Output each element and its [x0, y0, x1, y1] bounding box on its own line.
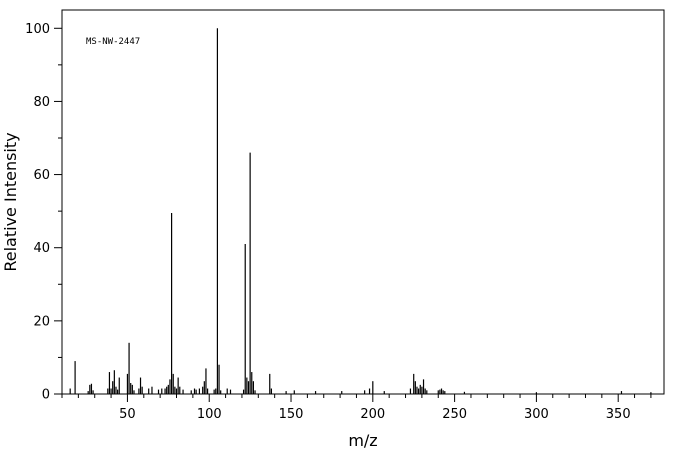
x-tick-label-250: 250: [442, 407, 467, 422]
x-tick-label-50: 50: [119, 407, 136, 422]
x-tick-label-350: 350: [606, 407, 631, 422]
x-axis-ticks: 50 100 150 200 250 300 350: [61, 394, 652, 422]
y-tick-label-80: 80: [33, 95, 50, 110]
plot-frame: [61, 9, 665, 395]
y-tick-label-20: 20: [33, 314, 50, 329]
peak-bars: [69, 28, 652, 394]
x-tick-label-100: 100: [197, 407, 222, 422]
y-axis-title: Relative Intensity: [1, 132, 20, 271]
x-tick-label-150: 150: [279, 407, 304, 422]
x-tick-label-200: 200: [360, 407, 385, 422]
y-tick-label-40: 40: [33, 241, 50, 256]
x-axis-title: m/z: [348, 431, 377, 450]
y-tick-label-60: 60: [33, 168, 50, 183]
y-tick-label-100: 100: [25, 22, 50, 37]
y-tick-label-0: 0: [42, 388, 50, 403]
spectrum-annotation: MS-NW-2447: [86, 37, 140, 47]
x-tick-label-300: 300: [524, 407, 549, 422]
y-axis-ticks: 0 20 40 60 80 100: [25, 22, 62, 403]
